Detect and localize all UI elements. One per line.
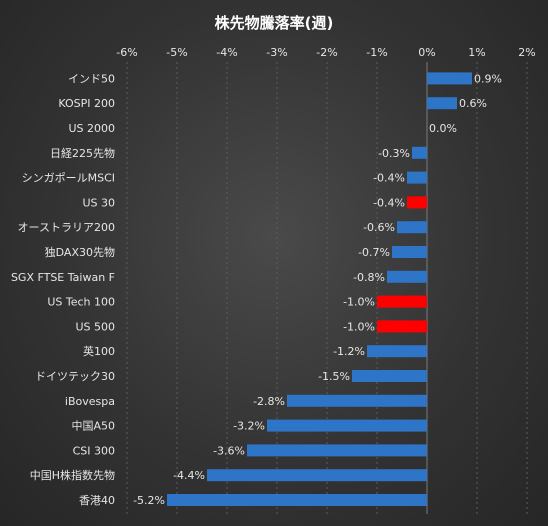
data-label: -2.8% [253, 395, 285, 408]
bar [407, 196, 427, 209]
bar [247, 444, 427, 457]
category-label: 中国H株指数先物 [30, 468, 115, 482]
data-labels: 0.9% 0.6%0.0% -0.3% -0.4% -0.4% -0.6% -0.7% -0.… [133, 72, 502, 507]
bar [207, 469, 427, 482]
bar [367, 345, 427, 358]
data-label: -1.2% [333, 345, 365, 358]
x-tick-label: -4% [216, 46, 237, 59]
category-label: 中国A50 [71, 420, 115, 433]
category-label: 英100 [83, 344, 115, 358]
bar [167, 494, 427, 506]
category-label: ドイツテック30 [35, 370, 115, 383]
category-label: CSI 300 [73, 444, 115, 457]
data-label: -1.5% [318, 370, 350, 383]
data-label: -0.7% [358, 246, 390, 259]
category-label: 独DAX30先物 [45, 245, 115, 259]
x-tick-label: -6% [116, 46, 137, 59]
x-tick-label: -5% [166, 46, 187, 59]
category-label: iBovespa [65, 395, 115, 408]
data-label: 0.9% [474, 72, 502, 85]
data-label: -0.6% [363, 221, 395, 234]
x-tick-label: -2% [316, 46, 337, 59]
bar [377, 320, 427, 333]
bar [407, 171, 427, 184]
bars [167, 72, 472, 506]
bar [397, 221, 427, 234]
data-label: -4.4% [173, 469, 205, 482]
x-tick-label: 0% [418, 46, 435, 59]
x-tick-label: 1% [468, 46, 485, 59]
category-label: シンガポールMSCI [22, 172, 115, 185]
category-label: US Tech 100 [47, 296, 115, 309]
bar [352, 370, 427, 382]
bar [267, 419, 427, 432]
x-tick-label: -3% [266, 46, 287, 59]
bar [377, 295, 427, 308]
data-label: -3.6% [213, 444, 245, 457]
category-label: オーストラリア200 [18, 221, 115, 234]
data-label: -1.0% [343, 320, 375, 333]
chart-title: 株先物騰落率(週) [215, 14, 334, 32]
grid-lines [126, 62, 528, 514]
category-label: 香港40 [79, 494, 115, 507]
data-label: -5.2% [133, 494, 165, 507]
bar [427, 72, 472, 85]
x-tick-label: 2% [518, 46, 535, 59]
data-label: -0.8% [353, 271, 385, 284]
bar [392, 246, 427, 258]
category-label: SGX FTSE Taiwan F [11, 271, 115, 284]
data-label: -0.4% [373, 172, 405, 185]
x-tick-label: -1% [366, 46, 387, 59]
category-label: インド50 [68, 72, 115, 85]
data-label: -1.0% [343, 296, 375, 309]
category-label: US 500 [75, 320, 115, 333]
category-label: KOSPI 200 [58, 97, 115, 110]
data-label: -0.3% [378, 147, 410, 160]
category-label: US 2000 [68, 122, 115, 135]
bar [427, 97, 457, 110]
x-axis-ticks: -6% -5% -4% -3% -2% -1% 0% 1% 2% [116, 46, 535, 59]
data-label: 0.6% [459, 97, 487, 110]
data-label: -3.2% [233, 420, 265, 433]
bar [387, 270, 427, 283]
category-label: 日経225先物 [50, 146, 115, 160]
data-label: -0.4% [373, 196, 405, 209]
category-label: US 30 [82, 196, 115, 209]
bar [287, 394, 427, 407]
data-label: 0.0% [429, 122, 457, 135]
bar [412, 146, 427, 159]
